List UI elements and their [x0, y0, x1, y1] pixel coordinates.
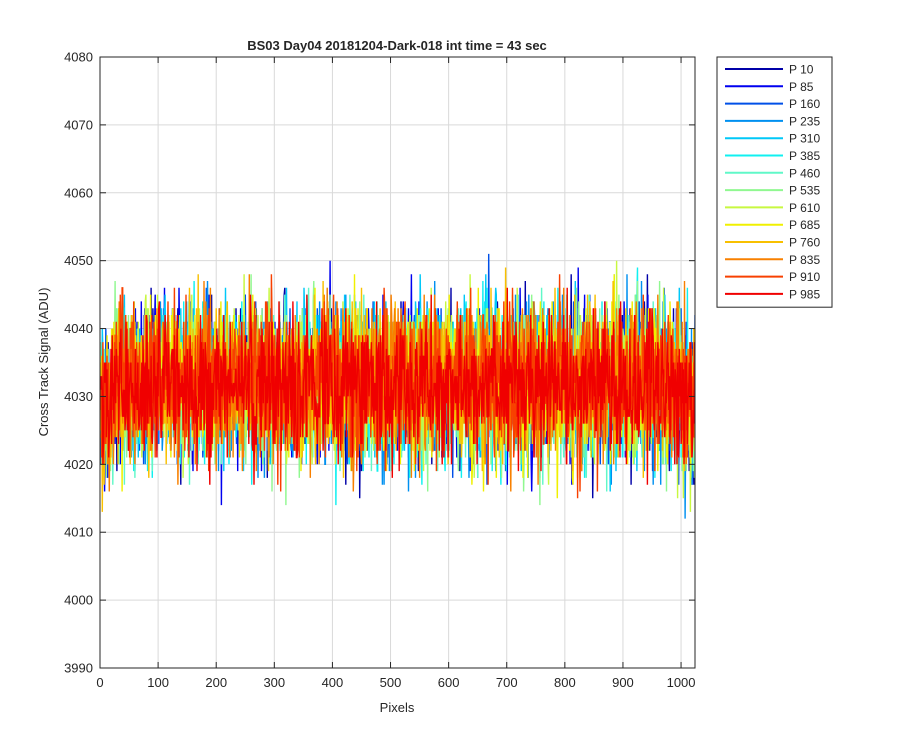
- axis-ticks: 0 100 200 300 400 500 600 700 800 900 1000 3990 4000…: [64, 50, 695, 691]
- legend-label: P 460: [789, 166, 820, 180]
- y-tick-label: 4000: [64, 593, 93, 608]
- legend-label: P 385: [789, 149, 820, 163]
- legend-label: P 10: [789, 63, 814, 77]
- legend-label: P 85: [789, 80, 814, 94]
- x-tick-label: 0: [96, 675, 103, 690]
- y-tick-label: 4040: [64, 321, 93, 336]
- y-tick-label: 3990: [64, 661, 93, 676]
- x-tick-label: 200: [205, 675, 227, 690]
- y-tick-label: 4030: [64, 389, 93, 404]
- x-tick-label: 500: [380, 675, 402, 690]
- legend-label: P 760: [789, 236, 820, 250]
- y-tick-label: 4010: [64, 525, 93, 540]
- legend-box: [716, 56, 833, 308]
- x-tick-label: 600: [438, 675, 460, 690]
- legend-label: P 160: [789, 97, 820, 111]
- x-tick-label: 1000: [667, 675, 696, 690]
- y-tick-label: 4070: [64, 117, 93, 132]
- y-tick-label: 4060: [64, 185, 93, 200]
- legend-label: P 535: [789, 184, 820, 198]
- x-tick-label: 400: [322, 675, 344, 690]
- series-line-p985: [100, 287, 695, 485]
- y-tick-label: 4080: [64, 50, 93, 65]
- legend-label: P 235: [789, 114, 820, 128]
- series-line-p910: [100, 274, 695, 499]
- y-tick-label: 4020: [64, 457, 93, 472]
- x-tick-label: 900: [612, 675, 634, 690]
- plot-frame: [99, 56, 696, 669]
- y-tick-label: 4050: [64, 253, 93, 268]
- legend-label: P 835: [789, 253, 820, 267]
- legend-label: P 310: [789, 132, 820, 146]
- x-tick-label: 100: [147, 675, 169, 690]
- series-layer: [100, 253, 695, 519]
- legend-label: P 685: [789, 218, 820, 232]
- legend-label: P 610: [789, 201, 820, 215]
- y-axis-label: Cross Track Signal (ADU): [36, 288, 51, 437]
- legend: P 10 P 85 P 160 P 235 P 310 P 385 P 460 P 535 P …: [716, 56, 833, 308]
- x-tick-label: 300: [263, 675, 285, 690]
- x-tick-label: 700: [496, 675, 518, 690]
- legend-label: P 910: [789, 270, 820, 284]
- legend-label: P 985: [789, 287, 820, 301]
- chart-title: BS03 Day04 20181204-Dark-018 int time = …: [247, 38, 547, 53]
- x-tick-label: 800: [554, 675, 576, 690]
- x-axis-label: Pixels: [380, 700, 415, 715]
